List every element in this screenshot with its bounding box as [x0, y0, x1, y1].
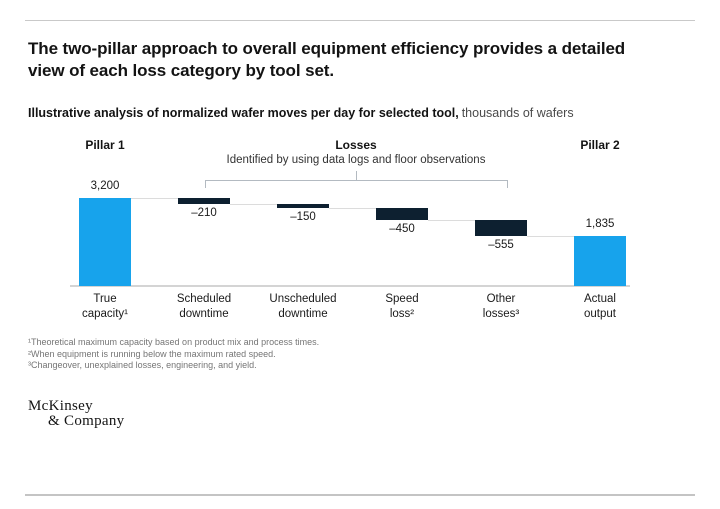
chart-subtitle-units: thousands of wafers — [461, 106, 574, 120]
losses-bracket-stem — [356, 171, 357, 180]
bar-value-label: 1,835 — [585, 217, 615, 230]
footnote-2: ²When equipment is running below the max… — [28, 348, 276, 359]
x-axis-line — [70, 285, 630, 287]
bar-value-label: –450 — [389, 223, 415, 236]
top-divider — [25, 20, 695, 21]
losses-subtitle: Identified by using data logs and floor … — [226, 154, 486, 166]
logo-line-1: McKinsey — [28, 398, 93, 414]
bar-value-label: –210 — [191, 206, 217, 219]
logo-line-2: & Company — [48, 413, 125, 429]
losses-bracket-right-tick — [507, 180, 508, 188]
page-title: The two-pillar approach to overall equip… — [28, 39, 626, 80]
x-axis-label: Scheduled downtime — [176, 293, 232, 320]
bar-value-label: –555 — [488, 238, 514, 251]
footnote-1: ¹Theoretical maximum capacity based on p… — [28, 337, 320, 347]
chart-subtitle: Illustrative analysis of normalized wafe… — [28, 106, 698, 120]
connector-line — [527, 235, 574, 237]
connector-line — [131, 198, 178, 199]
bar-value-label: 3,200 — [90, 180, 120, 192]
x-axis-label: Unscheduled downtime — [269, 293, 337, 320]
losses-title: Losses — [335, 138, 377, 152]
x-axis-label: Other losses³ — [482, 293, 520, 320]
bar-scheduled-downtime — [178, 198, 230, 204]
losses-bracket-left-tick — [205, 180, 206, 188]
losses-header: Losses Identified by using data logs and… — [156, 138, 556, 166]
mckinsey-logo: McKinsey & Company — [28, 399, 124, 429]
chart-subtitle-main: Illustrative analysis of normalized wafe… — [28, 106, 459, 120]
bar-actual-output — [574, 235, 626, 286]
connector-line — [329, 207, 376, 209]
pillar-1-label: Pillar 1 — [85, 138, 125, 152]
connector-line — [230, 203, 277, 205]
bar-true-capacity — [79, 198, 131, 286]
pillar-2-label: Pillar 2 — [580, 138, 620, 152]
footnotes: ¹Theoretical maximum capacity based on p… — [28, 337, 319, 372]
footnote-3: ³Changeover, unexplained losses, enginee… — [28, 360, 257, 370]
x-axis-label: Actual output — [584, 293, 616, 320]
bar-other-losses — [475, 220, 527, 236]
bottom-divider — [25, 494, 695, 496]
bar-unscheduled-downtime — [277, 203, 329, 208]
connector-line — [428, 220, 475, 222]
bar-speed-loss — [376, 207, 428, 221]
bar-value-label: –150 — [290, 210, 316, 223]
x-axis-label: Speed loss² — [385, 293, 419, 320]
x-axis-label: True capacity¹ — [81, 293, 129, 320]
losses-bracket-bar — [205, 180, 508, 181]
